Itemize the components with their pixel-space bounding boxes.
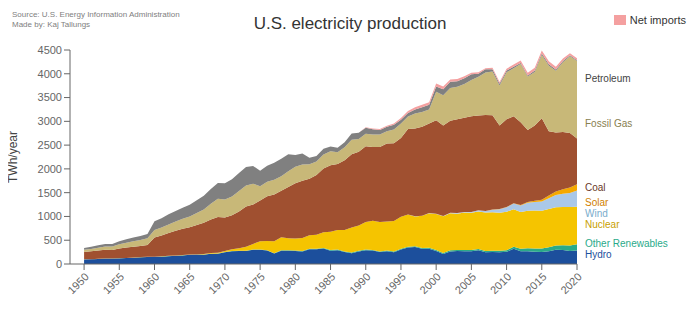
svg-text:2005: 2005 [453, 270, 479, 296]
svg-text:1970: 1970 [206, 270, 232, 296]
svg-text:2000: 2000 [38, 163, 62, 175]
svg-text:1975: 1975 [241, 270, 267, 296]
svg-text:TWh/year: TWh/year [8, 131, 20, 183]
svg-text:Hydro: Hydro [585, 249, 612, 260]
svg-text:1980: 1980 [276, 270, 302, 296]
svg-text:500: 500 [44, 234, 62, 246]
svg-text:1500: 1500 [38, 187, 62, 199]
svg-text:1955: 1955 [100, 270, 126, 296]
svg-text:4000: 4000 [38, 68, 62, 80]
svg-text:2010: 2010 [488, 270, 514, 296]
svg-text:Other Renewables: Other Renewables [585, 238, 668, 249]
html-text:U.S. electricity production: U.S. electricity production [253, 14, 447, 33]
svg-text:0: 0 [56, 258, 62, 270]
svg-text:1965: 1965 [171, 270, 197, 296]
html-text:Source: U.S. Energy Informatio: Source: U.S. Energy Information Administ… [12, 10, 180, 29]
svg-text:3000: 3000 [38, 115, 62, 127]
svg-text:Coal: Coal [585, 182, 606, 193]
svg-text:1995: 1995 [382, 270, 408, 296]
svg-text:Fossil Gas: Fossil Gas [585, 118, 632, 129]
svg-text:Wind: Wind [585, 208, 608, 219]
svg-text:2000: 2000 [417, 270, 443, 296]
svg-text:1950: 1950 [65, 270, 91, 296]
svg-text:3500: 3500 [38, 91, 62, 103]
svg-text:Nuclear: Nuclear [585, 219, 620, 230]
svg-text:1960: 1960 [136, 270, 162, 296]
svg-text:1990: 1990 [347, 270, 373, 296]
svg-text:1000: 1000 [38, 210, 62, 222]
svg-text:2500: 2500 [38, 139, 62, 151]
svg-text:Petroleum: Petroleum [585, 73, 631, 84]
svg-text:Solar: Solar [585, 197, 609, 208]
svg-text:2015: 2015 [523, 270, 549, 296]
svg-text:1985: 1985 [312, 270, 338, 296]
svg-text:4500: 4500 [38, 44, 62, 56]
svg-text:2020: 2020 [558, 270, 584, 296]
html-text:Net imports: Net imports [629, 14, 686, 26]
